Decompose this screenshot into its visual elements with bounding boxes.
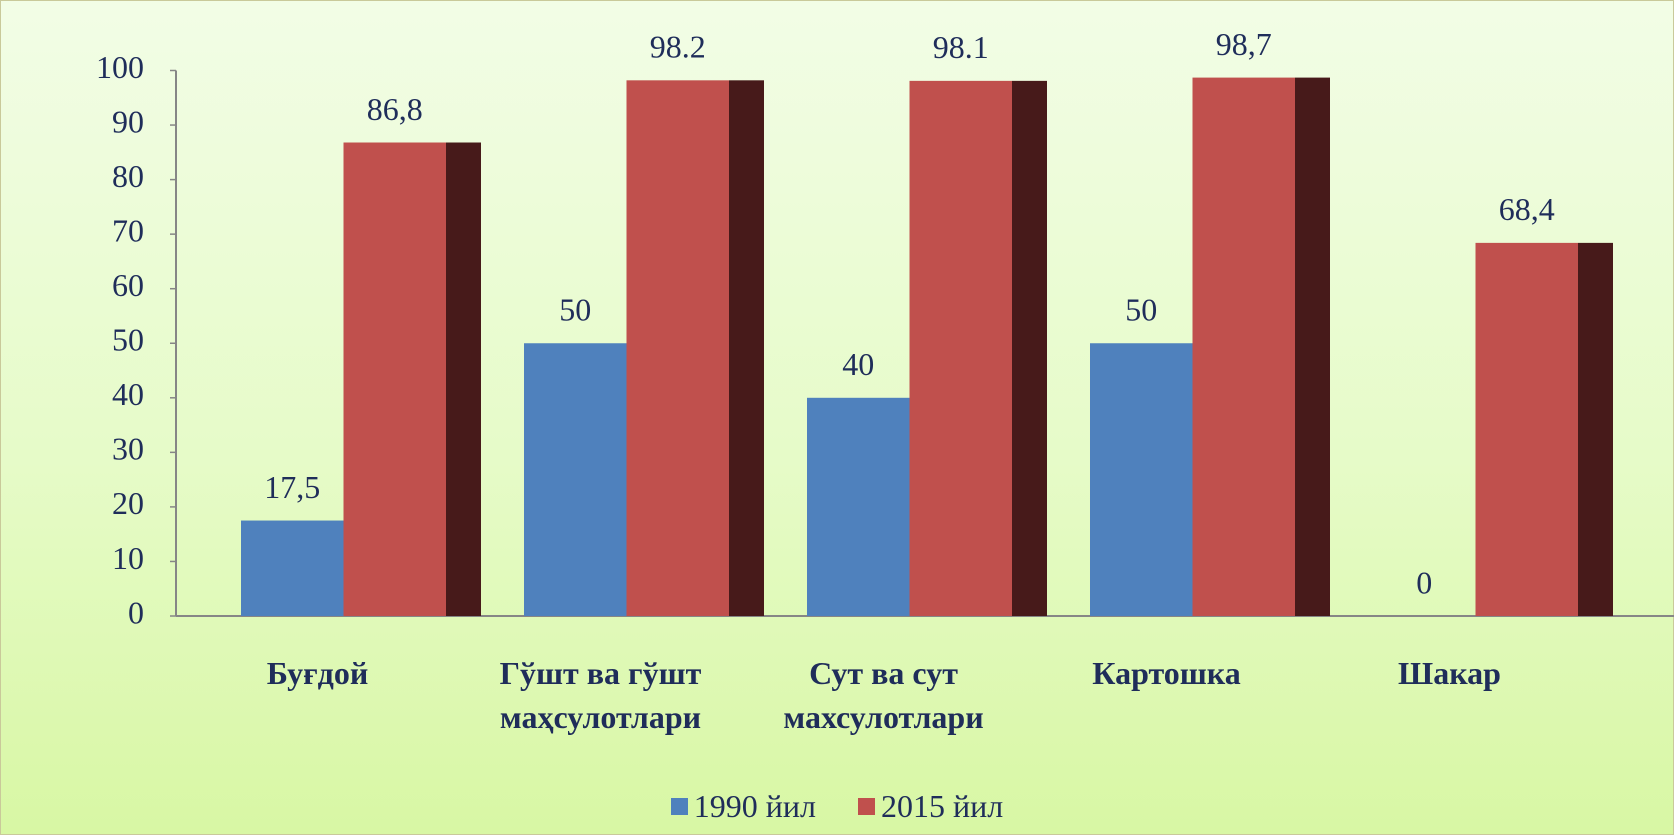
data-label: 50 bbox=[559, 292, 591, 328]
x-tick-label: Буғдой bbox=[266, 655, 369, 691]
data-label: 98,7 bbox=[1216, 26, 1272, 62]
x-tick-label: Картошка bbox=[1092, 655, 1241, 691]
bar bbox=[241, 520, 344, 616]
data-label: 50 bbox=[1125, 292, 1157, 328]
legend-label: 2015 йил bbox=[881, 788, 1004, 824]
data-label: 98.2 bbox=[650, 29, 706, 65]
legend-item: 2015 йил bbox=[858, 788, 1003, 825]
bar bbox=[626, 80, 729, 617]
bar bbox=[524, 343, 627, 616]
y-tick-label: 30 bbox=[112, 431, 144, 467]
y-tick-label: 10 bbox=[112, 540, 144, 576]
legend-item: 1990 йил bbox=[670, 788, 816, 825]
y-tick-label: 100 bbox=[96, 49, 144, 85]
legend-swatch bbox=[858, 798, 875, 815]
y-tick-label: 40 bbox=[112, 376, 144, 412]
y-tick-label: 60 bbox=[112, 267, 144, 303]
y-tick-label: 90 bbox=[112, 103, 144, 139]
y-tick-label: 50 bbox=[112, 322, 144, 358]
y-tick-label: 0 bbox=[128, 594, 144, 630]
y-tick-label: 70 bbox=[112, 212, 144, 248]
bar-side bbox=[446, 142, 481, 617]
bar bbox=[1192, 77, 1295, 617]
y-tick-label: 80 bbox=[112, 158, 144, 194]
y-tick-label: 20 bbox=[112, 485, 144, 521]
data-label: 86,8 bbox=[367, 91, 423, 127]
bar bbox=[909, 80, 1012, 616]
data-label: 98.1 bbox=[933, 29, 989, 65]
bar bbox=[807, 397, 910, 616]
bar bbox=[1090, 343, 1193, 616]
x-tick-label: Сут ва сут махсулотлари bbox=[783, 655, 984, 735]
bar-side bbox=[1578, 242, 1613, 617]
data-label: 68,4 bbox=[1499, 191, 1555, 227]
bar-side bbox=[729, 80, 764, 617]
legend-swatch bbox=[670, 798, 688, 815]
data-label: 17,5 bbox=[264, 469, 320, 505]
bar-side bbox=[1295, 77, 1330, 617]
x-tick-label: Гўшт ва гўшт маҳсулотлари bbox=[499, 655, 702, 735]
x-tick-label: Шакар bbox=[1398, 655, 1501, 691]
legend: 1990 йил 2015 йил bbox=[0, 788, 1674, 825]
bar bbox=[1475, 242, 1578, 617]
data-label: 0 bbox=[1416, 564, 1432, 600]
bar-side bbox=[1012, 80, 1047, 616]
data-label: 40 bbox=[842, 346, 874, 382]
legend-label: 1990 йил bbox=[693, 788, 816, 824]
bar bbox=[343, 142, 446, 617]
